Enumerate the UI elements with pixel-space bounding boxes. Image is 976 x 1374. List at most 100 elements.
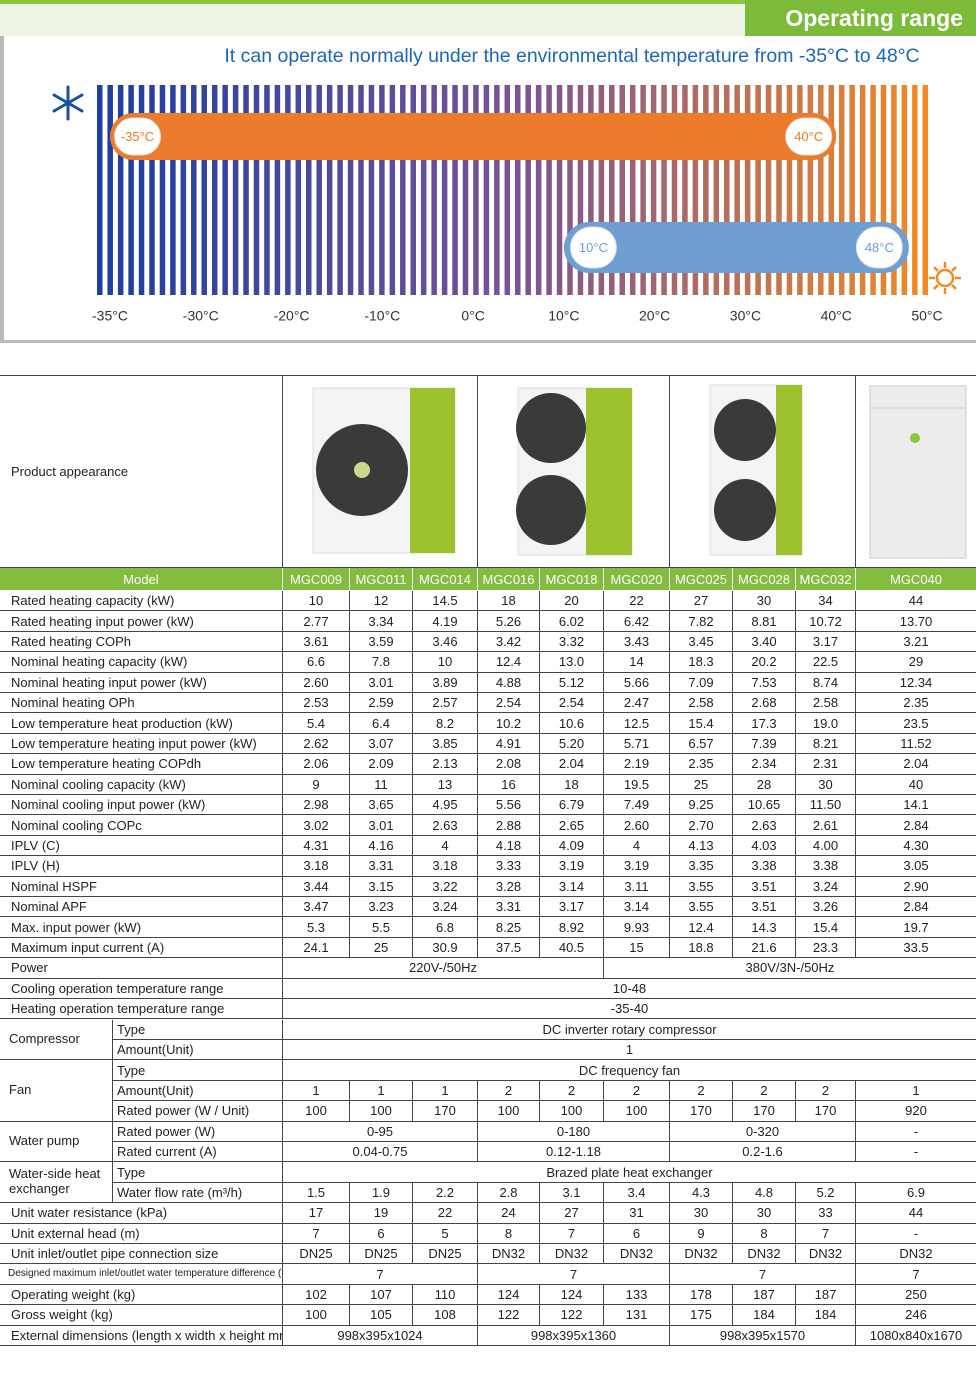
value-cell-text: 3.51 xyxy=(751,899,777,915)
value-cell-text: 2 xyxy=(760,1082,768,1098)
stripe xyxy=(797,85,803,295)
stripe xyxy=(912,85,918,295)
stripe xyxy=(525,85,531,295)
value-cell: 100 xyxy=(540,1101,604,1122)
value-cell: 3.26 xyxy=(796,897,856,918)
value-cell-text: 7 xyxy=(569,1266,578,1282)
row-label-text: Nominal cooling capacity (kW) xyxy=(11,776,186,792)
value-cell-text: 18.8 xyxy=(688,940,714,956)
value-cell: 170 xyxy=(413,1101,478,1122)
value-cell: 10-48 xyxy=(283,979,976,1000)
value-cell-text: 6 xyxy=(377,1225,385,1241)
value-cell: 7.39 xyxy=(733,733,796,755)
value-cell: 40 xyxy=(856,775,976,796)
value-cell-text: 2.35 xyxy=(903,695,929,711)
value-cell: Brazed plate heat exchanger xyxy=(283,1162,976,1183)
value-cell: DN32 xyxy=(540,1243,604,1265)
value-cell: 7.09 xyxy=(670,672,733,693)
stripe xyxy=(473,85,479,295)
value-cell: 19.7 xyxy=(856,917,976,938)
value-cell: - xyxy=(856,1224,976,1244)
row-label-text: Unit inlet/outlet pipe connection size xyxy=(11,1246,219,1262)
value-cell: 9.25 xyxy=(670,795,733,816)
range-label: 10°C xyxy=(579,240,608,255)
stripe xyxy=(880,85,887,295)
stripe xyxy=(462,85,469,295)
value-cell-text: 20 xyxy=(564,593,579,609)
value-cell-text: 5 xyxy=(441,1225,449,1241)
value-cell-text: 4.91 xyxy=(495,736,522,752)
value-cell: 2.58 xyxy=(796,693,856,714)
value-cell-text: 3.38 xyxy=(751,858,777,874)
value-cell: 2.59 xyxy=(350,693,413,714)
stripe xyxy=(818,85,824,295)
value-cell: 2.88 xyxy=(478,815,540,836)
value-cell: 11 xyxy=(350,774,413,796)
value-cell-text: 2 xyxy=(697,1082,705,1098)
value-cell: 27 xyxy=(670,591,733,612)
value-cell: 2.70 xyxy=(670,815,733,836)
value-cell: 102 xyxy=(283,1284,350,1306)
value-cell-text: 19.5 xyxy=(623,776,650,792)
section-rule xyxy=(0,340,976,343)
value-cell-text: 5.5 xyxy=(371,919,391,935)
value-cell-text: 3.1 xyxy=(562,1184,581,1200)
stripe xyxy=(546,85,552,295)
value-cell-text: 28 xyxy=(756,776,772,792)
value-cell-text: 10.2 xyxy=(495,715,522,731)
model-name: MGC014 xyxy=(413,568,478,591)
value-cell-text: 7.09 xyxy=(688,674,714,690)
unit-panel xyxy=(586,388,632,555)
model-name-text: MGC014 xyxy=(418,571,472,587)
row-label-text: External dimensions (length x width x he… xyxy=(11,1327,283,1343)
value-cell-text: 4.16 xyxy=(368,838,394,854)
stripe xyxy=(838,85,845,295)
value-cell: 7 xyxy=(540,1223,604,1244)
stripe xyxy=(306,85,312,295)
row-label-text: Nominal HSPF xyxy=(11,878,97,894)
value-cell: 3.38 xyxy=(796,856,856,877)
value-cell-text: 25 xyxy=(693,776,709,792)
left-edge xyxy=(0,36,4,342)
value-cell-text: 30.9 xyxy=(432,940,458,956)
value-cell-text: 8.25 xyxy=(495,919,522,935)
value-cell: 3.11 xyxy=(604,876,670,898)
value-cell: 2.53 xyxy=(283,693,350,714)
axis-label: 10°C xyxy=(548,308,579,324)
row-label-text: Type xyxy=(117,1164,146,1180)
value-cell-text: 15.4 xyxy=(688,715,714,731)
value-cell-text: 19.7 xyxy=(903,919,929,935)
stripe xyxy=(556,85,563,295)
value-cell-text: DN32 xyxy=(554,1246,589,1262)
value-cell: 23.3 xyxy=(796,937,856,959)
value-cell: 17 xyxy=(283,1203,350,1224)
value-cell-text: 7.82 xyxy=(688,613,714,629)
value-cell: 2.35 xyxy=(670,754,733,775)
unit-fan xyxy=(516,475,586,545)
sun-rays xyxy=(929,262,961,294)
axis-label: 20°C xyxy=(639,308,670,324)
value-cell: 3.42 xyxy=(478,631,540,653)
value-cell: 13.70 xyxy=(856,611,976,632)
stripe xyxy=(452,85,458,295)
axis-label: -10°C xyxy=(364,308,400,324)
value-cell-text: - xyxy=(913,1225,919,1241)
row-label: Rated current (A) xyxy=(113,1141,283,1163)
value-cell-text: 3.18 xyxy=(303,858,329,874)
value-cell: 8.2 xyxy=(413,713,478,734)
row-label: Water flow rate (m³/h) xyxy=(113,1182,283,1204)
value-cell: 2.77 xyxy=(283,611,350,632)
stripe xyxy=(441,85,448,295)
value-cell-text: 3.22 xyxy=(432,878,458,894)
value-cell: 6 xyxy=(350,1223,413,1244)
value-cell: 3.17 xyxy=(796,631,856,653)
group-label-text: Compressor xyxy=(9,1030,80,1046)
value-cell: 4.13 xyxy=(670,835,733,857)
value-cell: 2.35 xyxy=(856,693,976,714)
value-cell: 998x395x1360 xyxy=(478,1325,670,1346)
unit-fan xyxy=(714,399,776,461)
row-label: Rated heating input power (kW) xyxy=(0,611,283,632)
value-cell-text: 8 xyxy=(760,1225,768,1241)
value-cell: 2.8 xyxy=(478,1182,540,1204)
